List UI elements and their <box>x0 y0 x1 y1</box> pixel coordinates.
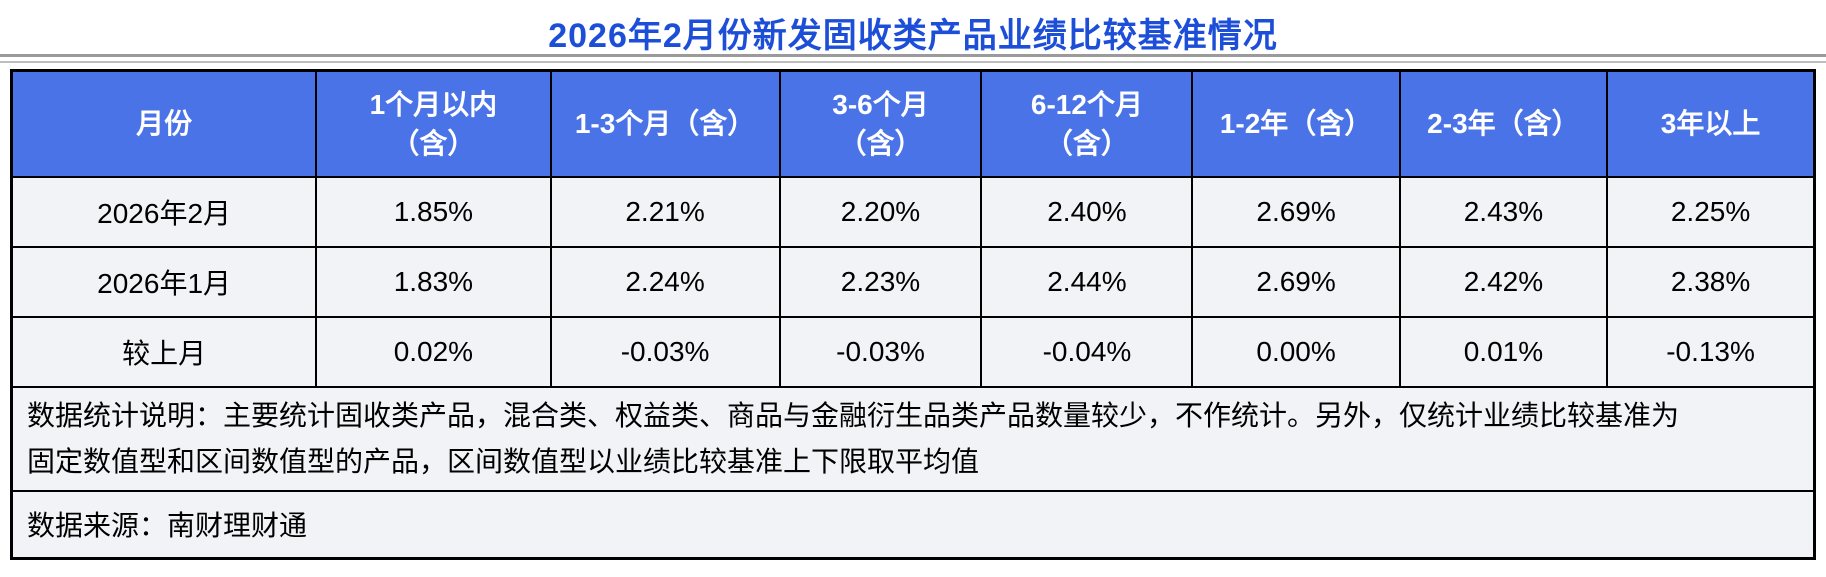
table-cell: 2.20% <box>778 175 983 248</box>
col-header-3y-plus: 3年以上 <box>1606 69 1816 178</box>
row-label: 2026年1月 <box>10 245 318 318</box>
page-title: 2026年2月份新发固收类产品业绩比较基准情况 <box>548 17 1278 55</box>
table-header-row: 月份 1个月以内 （含） 1-3个月（含） 3-6个月 （含） 6-12个月 （… <box>10 69 1816 178</box>
note-line: 固定数值型和区间数值型的产品，区间数值型以业绩比较基准上下限取平均值 <box>27 445 980 477</box>
col-header-1m: 1个月以内 （含） <box>315 69 552 178</box>
row-label: 2026年2月 <box>10 175 318 248</box>
table-cell: 2.23% <box>778 245 983 318</box>
table-cell: 2.69% <box>1191 245 1401 318</box>
col-header-2-3y: 2-3年（含） <box>1398 69 1609 178</box>
title-separator <box>0 54 1826 63</box>
col-header-month: 月份 <box>10 69 318 178</box>
table-cell: 2.25% <box>1606 175 1816 248</box>
statistics-note: 数据统计说明：主要统计固收类产品，混合类、权益类、商品与金融衍生品类产品数量较少… <box>10 385 1816 492</box>
table-cell: 2.44% <box>980 245 1194 318</box>
benchmark-table: 月份 1个月以内 （含） 1-3个月（含） 3-6个月 （含） 6-12个月 （… <box>10 69 1816 560</box>
table-cell: 0.02% <box>315 315 552 388</box>
note-line: 数据统计说明：主要统计固收类产品，混合类、权益类、商品与金融衍生品类产品数量较少… <box>27 399 1680 431</box>
col-header-1-2y: 1-2年（含） <box>1191 69 1401 178</box>
table-cell: 2.69% <box>1191 175 1401 248</box>
statistics-note-row: 数据统计说明：主要统计固收类产品，混合类、权益类、商品与金融衍生品类产品数量较少… <box>10 385 1816 492</box>
table-cell: -0.03% <box>549 315 781 388</box>
table-cell: 1.85% <box>315 175 552 248</box>
table-cell: 2.38% <box>1606 245 1816 318</box>
col-header-1-3m: 1-3个月（含） <box>549 69 781 178</box>
table-cell: -0.03% <box>778 315 983 388</box>
data-source: 数据来源：南财理财通 <box>10 489 1816 560</box>
table-cell: -0.04% <box>980 315 1194 388</box>
table-cell: 2.40% <box>980 175 1194 248</box>
table-cell: 1.83% <box>315 245 552 318</box>
table-cell: 0.01% <box>1398 315 1609 388</box>
table-cell: -0.13% <box>1606 315 1816 388</box>
table-cell: 2.43% <box>1398 175 1609 248</box>
col-header-3-6m: 3-6个月 （含） <box>778 69 983 178</box>
table-cell: 2.42% <box>1398 245 1609 318</box>
table-cell: 2.21% <box>549 175 781 248</box>
data-source-row: 数据来源：南财理财通 <box>10 489 1816 560</box>
table-cell: 0.00% <box>1191 315 1401 388</box>
row-label: 较上月 <box>10 315 318 388</box>
col-header-6-12m: 6-12个月 （含） <box>980 69 1194 178</box>
table-row-2026-02: 2026年2月 1.85% 2.21% 2.20% 2.40% 2.69% 2.… <box>10 175 1816 248</box>
table-cell: 2.24% <box>549 245 781 318</box>
table-row-2026-01: 2026年1月 1.83% 2.24% 2.23% 2.44% 2.69% 2.… <box>10 245 1816 318</box>
table-row-mom-change: 较上月 0.02% -0.03% -0.03% -0.04% 0.00% 0.0… <box>10 315 1816 388</box>
